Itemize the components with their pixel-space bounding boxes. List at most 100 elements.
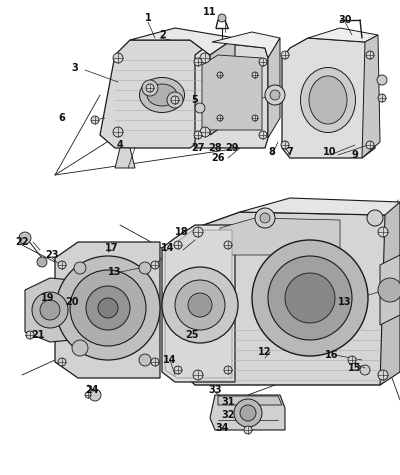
Polygon shape — [210, 38, 235, 135]
Text: 29: 29 — [225, 143, 239, 153]
Text: 14: 14 — [161, 243, 175, 253]
Circle shape — [139, 262, 151, 274]
Circle shape — [195, 103, 205, 113]
Polygon shape — [218, 396, 282, 405]
Circle shape — [252, 72, 258, 78]
Circle shape — [85, 392, 91, 398]
Circle shape — [378, 370, 388, 380]
Text: 10: 10 — [323, 147, 337, 157]
Text: 33: 33 — [208, 385, 222, 395]
Circle shape — [270, 90, 280, 100]
Text: 3: 3 — [72, 63, 78, 73]
Polygon shape — [380, 202, 400, 385]
Text: 20: 20 — [65, 297, 79, 307]
Text: 17: 17 — [105, 243, 119, 253]
Circle shape — [142, 80, 158, 96]
Text: 24: 24 — [85, 385, 99, 395]
Circle shape — [171, 96, 179, 104]
Polygon shape — [268, 38, 280, 138]
Polygon shape — [282, 38, 375, 158]
Circle shape — [217, 72, 223, 78]
Circle shape — [259, 131, 267, 139]
Circle shape — [378, 227, 388, 237]
Text: 26: 26 — [211, 153, 225, 163]
Circle shape — [224, 366, 232, 374]
Circle shape — [217, 115, 223, 121]
Circle shape — [378, 94, 386, 102]
Polygon shape — [380, 255, 400, 325]
Text: 8: 8 — [268, 147, 276, 157]
Text: 19: 19 — [41, 293, 55, 303]
Polygon shape — [100, 40, 210, 148]
Circle shape — [265, 85, 285, 105]
Polygon shape — [210, 395, 285, 430]
Circle shape — [113, 53, 123, 63]
Text: 28: 28 — [208, 143, 222, 153]
Text: 5: 5 — [192, 95, 198, 105]
Text: 2: 2 — [160, 30, 166, 40]
Polygon shape — [195, 42, 268, 148]
Circle shape — [378, 278, 400, 302]
Text: 23: 23 — [45, 250, 59, 260]
Text: 11: 11 — [203, 7, 217, 17]
Circle shape — [281, 51, 289, 59]
Circle shape — [26, 331, 34, 339]
Text: 9: 9 — [352, 150, 358, 160]
Ellipse shape — [147, 84, 177, 106]
Circle shape — [224, 241, 232, 249]
Circle shape — [252, 115, 258, 121]
Circle shape — [58, 261, 66, 269]
Circle shape — [19, 232, 31, 244]
Text: 30: 30 — [338, 15, 352, 25]
Circle shape — [366, 141, 374, 149]
Polygon shape — [115, 148, 135, 168]
Circle shape — [86, 286, 130, 330]
Circle shape — [139, 354, 151, 366]
Text: 13: 13 — [338, 297, 352, 307]
Polygon shape — [220, 218, 340, 255]
Circle shape — [194, 131, 202, 139]
Circle shape — [151, 358, 159, 366]
Circle shape — [377, 75, 387, 85]
Polygon shape — [130, 28, 235, 55]
Ellipse shape — [300, 67, 356, 133]
Circle shape — [255, 208, 275, 228]
Text: 16: 16 — [325, 350, 339, 360]
Polygon shape — [162, 225, 235, 382]
Circle shape — [268, 256, 352, 340]
Polygon shape — [362, 35, 380, 158]
Text: 32: 32 — [221, 410, 235, 420]
Circle shape — [89, 389, 101, 401]
Text: 4: 4 — [117, 140, 123, 150]
Circle shape — [252, 240, 368, 356]
Circle shape — [56, 256, 160, 360]
Text: 12: 12 — [258, 347, 272, 357]
Polygon shape — [240, 198, 400, 225]
Circle shape — [72, 340, 88, 356]
Circle shape — [200, 127, 210, 137]
Circle shape — [167, 92, 183, 108]
Circle shape — [367, 210, 383, 226]
Circle shape — [74, 262, 86, 274]
Circle shape — [244, 426, 252, 434]
Circle shape — [175, 280, 225, 330]
Ellipse shape — [140, 77, 184, 113]
Circle shape — [234, 399, 262, 427]
Text: 14: 14 — [163, 355, 177, 365]
Text: 31: 31 — [221, 397, 235, 407]
Polygon shape — [55, 242, 160, 378]
Polygon shape — [212, 32, 280, 58]
Circle shape — [218, 14, 226, 22]
Text: 13: 13 — [108, 267, 122, 277]
Circle shape — [174, 366, 182, 374]
Circle shape — [260, 213, 270, 223]
Ellipse shape — [309, 76, 347, 124]
Circle shape — [113, 127, 123, 137]
Polygon shape — [308, 28, 378, 42]
Circle shape — [200, 53, 210, 63]
Circle shape — [174, 241, 182, 249]
Text: 34: 34 — [215, 423, 229, 433]
Circle shape — [98, 298, 118, 318]
Circle shape — [146, 84, 154, 92]
Polygon shape — [165, 230, 232, 378]
